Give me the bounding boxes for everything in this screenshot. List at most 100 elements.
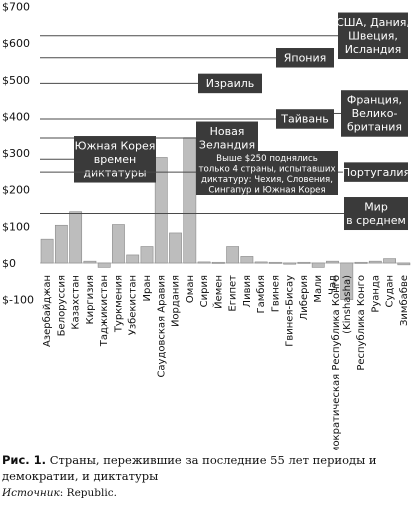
annotation-label: Израиль (206, 77, 254, 90)
annotation-box (74, 136, 156, 183)
bar-25 (397, 262, 411, 266)
annotation-label: Тайвань (280, 113, 329, 126)
x-tick-label: Узбекистан (128, 275, 139, 335)
x-tick-label: Иордания (171, 275, 182, 327)
bar-6 (126, 254, 140, 264)
note-text: диктатуру: Чехия, Словения, (201, 175, 333, 185)
x-tick-label: Азербайджан (42, 275, 53, 347)
x-tick-label: Мали (313, 275, 324, 303)
y-tick-label: $400 (2, 110, 30, 123)
x-tick-label: Гвинея-Бисау (285, 275, 296, 347)
bar-16 (269, 261, 282, 264)
y-tick-label: $300 (2, 147, 30, 160)
x-tick-label: Демократическая Республика Конго (331, 275, 342, 450)
y-tick-label: $500 (2, 74, 30, 87)
annotation-box (344, 197, 408, 231)
note-text: Выше $250 поднялись (216, 154, 318, 164)
annotation-label: Зеландия (199, 139, 255, 152)
annotation-label: времен (94, 153, 137, 166)
x-tick-label: Зимбабве (399, 275, 410, 326)
x-tick-label: Гвинея (270, 275, 281, 312)
note-text: Сингапур и Южная Корея (208, 186, 325, 196)
figure-source: Источник: Republic. (2, 487, 117, 499)
y-tick-label: $600 (2, 37, 30, 50)
source-label: Источник (2, 487, 60, 499)
annotation-label: Южная Корея (75, 140, 156, 153)
chart: $-100 $0 $100 $200 $300 $400 $500 $600 $700 Азерб… (2, 0, 411, 450)
x-tick-label: Чад (328, 275, 339, 295)
x-tick-label: Сирия (199, 275, 210, 307)
x-tick-label: Таджикистан (99, 275, 110, 347)
x-tick-label: Саудовская Аравия (156, 275, 167, 378)
bar-21 (340, 262, 354, 300)
annotation-box (196, 121, 258, 155)
x-tick-label: Судан (385, 275, 396, 307)
annotation-label: Новая (210, 125, 245, 138)
annotation-label: Велико- (352, 107, 398, 120)
annotation-label: британия (347, 121, 402, 134)
annotation-box (198, 73, 262, 94)
annotation-box (276, 48, 334, 68)
annotation-box (276, 109, 334, 129)
annotation-box (341, 90, 408, 137)
x-tick-label: Гамбия (256, 275, 267, 313)
bar-17 (283, 262, 297, 265)
x-tick-label: Иран (142, 275, 153, 302)
y-tick-label: $100 (2, 220, 30, 233)
bar-1 (54, 224, 68, 264)
annotation-label: Франция, (347, 94, 402, 107)
bar-10 (183, 137, 197, 264)
figure-caption-text: Страны, пережившие за последние 55 лет п… (2, 453, 377, 483)
annotation-label: диктатуры (83, 167, 146, 180)
x-tick-label: Ливия (242, 275, 253, 307)
x-tick-label: Египет (228, 275, 239, 312)
x-tick-label: Туркмения (113, 275, 124, 333)
annotation-label: Япония (284, 52, 327, 65)
y-tick-label: $200 (2, 184, 30, 197)
bar-11 (197, 261, 211, 264)
figure-label: Рис. 1. (2, 453, 47, 467)
annotation-label: Швеция, (348, 30, 398, 43)
bar-19 (311, 262, 325, 268)
bar-14 (240, 256, 254, 264)
bar-15 (254, 261, 268, 264)
y-tick-label: $700 (2, 0, 30, 13)
y-tick-label: $0 (2, 257, 16, 270)
annotation-label: Исландия (345, 43, 402, 56)
x-tick-label: Руанда (370, 275, 381, 313)
x-tick-label: Казахстан (71, 275, 82, 330)
x-tick-label: Либерия (299, 275, 310, 320)
x-tick-label: (Kinshasha) (342, 275, 353, 334)
x-tick-label: Киргизия (85, 275, 96, 325)
annotation-label: Португалия (342, 166, 410, 179)
figure-caption: Рис. 1. Страны, пережившие за последние … (2, 452, 407, 484)
bar-4 (97, 262, 111, 268)
bar-8 (154, 157, 168, 264)
annotation-label: в среднем (346, 214, 406, 227)
bar-2 (69, 211, 83, 264)
bar-22 (354, 261, 368, 264)
note-text: только 4 страны, испытавших (198, 165, 335, 175)
bar-23 (368, 260, 382, 264)
x-tick-label: Оман (185, 275, 196, 303)
source-text: : Republic. (59, 487, 117, 499)
bar-9 (169, 232, 182, 264)
bar-12 (211, 261, 225, 264)
bar-5 (112, 224, 125, 264)
bar-7 (140, 246, 154, 264)
annotation-box (338, 12, 408, 60)
annotation-box (344, 162, 408, 182)
bar-18 (297, 261, 311, 264)
annotation-label: США, Дания, (336, 16, 410, 29)
bar-0 (40, 238, 54, 264)
x-tick-label: Йемен (211, 275, 224, 309)
bar-3 (83, 260, 97, 264)
bar-20 (326, 260, 339, 264)
x-tick-label: Республика Конго (356, 275, 367, 371)
y-tick-label: $-100 (2, 294, 34, 307)
bar-13 (226, 246, 240, 264)
annotation-label: Мир (364, 201, 388, 214)
note-box (196, 151, 338, 195)
bar-24 (383, 258, 396, 264)
x-tick-label: Белоруссия (56, 275, 67, 336)
